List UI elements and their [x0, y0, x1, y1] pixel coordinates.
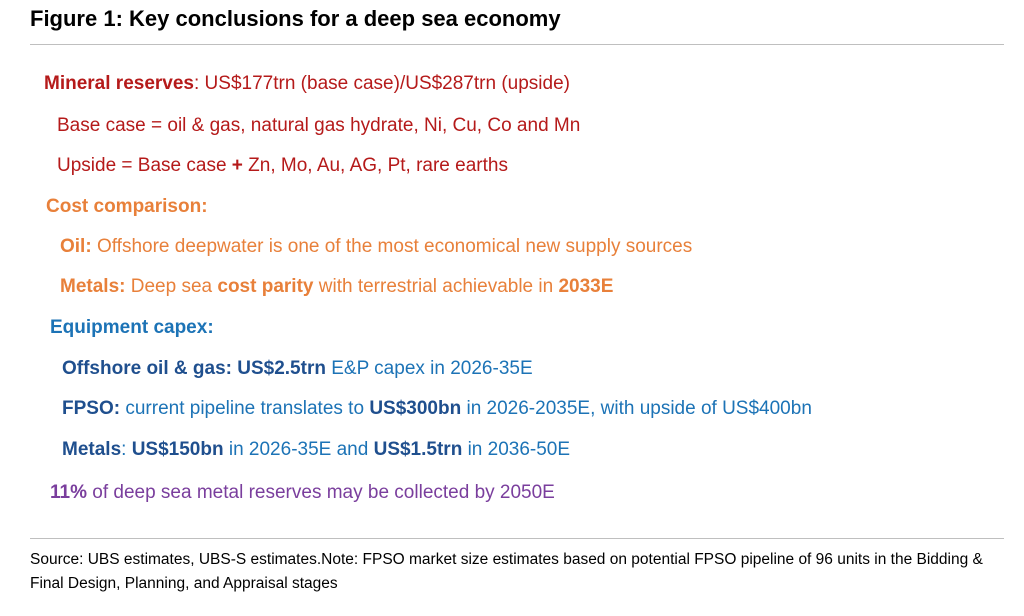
base-case-line: Base case = oil & gas, natural gas hydra…	[57, 115, 581, 136]
mineral-reserves-value: : US$177trn (base case)/US$287trn (upsid…	[194, 73, 570, 94]
capex-fpso-line: FPSO: current pipeline translates to US$…	[62, 397, 812, 421]
cost-comparison-heading: Cost comparison:	[46, 196, 208, 217]
upside-suffix: Zn, Mo, Au, AG, Pt, rare earths	[242, 155, 508, 176]
source-note: Source: UBS estimates, UBS-S estimates.N…	[30, 551, 983, 592]
capex-metals-colon: :	[121, 439, 132, 460]
mineral-reserves-label: Mineral reserves	[44, 73, 194, 94]
cost-metals-mid: with terrestrial achievable in	[313, 276, 559, 297]
cost-metals-label: Metals:	[60, 276, 126, 297]
capex-oil-gas-value: US$2.5trn	[237, 358, 326, 379]
capex-oil-gas-line: Offshore oil & gas: US$2.5trn E&P capex …	[62, 357, 533, 381]
bottom-divider	[30, 538, 1004, 539]
capex-metals-value-2: US$1.5trn	[373, 439, 463, 460]
upside-line: Upside = Base case + Zn, Mo, Au, AG, Pt,…	[57, 154, 508, 178]
capex-fpso-label: FPSO:	[62, 398, 121, 419]
capex-metals-value-1: US$150bn	[131, 439, 224, 460]
top-divider	[30, 44, 1004, 45]
capex-metals-post: in 2036-50E	[462, 439, 571, 460]
cost-parity: cost parity	[217, 276, 314, 297]
capex-metals-label: Metals	[62, 439, 122, 460]
capex-metals-mid: in 2026-35E and	[223, 439, 374, 460]
collection-line: 11% of deep sea metal reserves may be co…	[50, 481, 555, 505]
cost-oil-text: Offshore deepwater is one of the most ec…	[91, 236, 693, 257]
capex-fpso-post: in 2026-2035E, with upside of US$400bn	[461, 398, 812, 419]
collection-text: of deep sea metal reserves may be collec…	[86, 482, 555, 503]
upside-prefix: Upside = Base case	[57, 155, 232, 176]
capex-oil-gas-label: Offshore oil & gas:	[62, 358, 238, 379]
capex-fpso-pre: current pipeline translates to	[120, 398, 370, 419]
cost-parity-year: 2033E	[558, 276, 614, 297]
figure-title: Figure 1: Key conclusions for a deep sea…	[30, 6, 561, 31]
upside-plus: +	[231, 155, 243, 176]
capex-metals-line: Metals: US$150bn in 2026-35E and US$1.5t…	[62, 438, 570, 462]
capex-fpso-value: US$300bn	[369, 398, 462, 419]
equipment-capex-heading: Equipment capex:	[50, 317, 214, 338]
cost-metals-pre: Deep sea	[125, 276, 218, 297]
cost-oil-line: Oil: Offshore deepwater is one of the mo…	[60, 235, 692, 259]
collection-percent: 11%	[50, 482, 87, 503]
cost-metals-line: Metals: Deep sea cost parity with terres…	[60, 275, 613, 299]
mineral-reserves-line: Mineral reserves: US$177trn (base case)/…	[44, 72, 570, 96]
cost-oil-label: Oil:	[60, 236, 92, 257]
capex-oil-gas-text: E&P capex in 2026-35E	[325, 358, 533, 379]
